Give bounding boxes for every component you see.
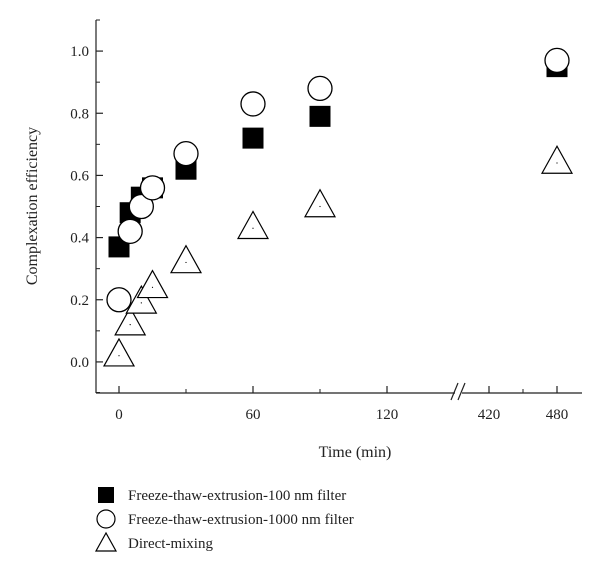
x-tick-label: 0	[115, 407, 123, 423]
data-point-open-circle	[106, 287, 132, 313]
series-1	[106, 47, 570, 313]
data-point-open-triangle-center-dot	[129, 324, 131, 326]
data-point-open-triangle	[125, 284, 158, 314]
y-ticks: 0.0 0.2 0.4 0.6 0.8 1.0	[70, 19, 103, 393]
data-point-open-triangle	[169, 244, 203, 274]
y-tick-label: 0.0	[70, 355, 89, 371]
legend-label: Direct-mixing	[128, 536, 213, 552]
data-point-open-triangle-center-dot	[185, 261, 187, 264]
data-point-filled-square	[309, 105, 331, 127]
y-tick-label: 1.0	[70, 44, 89, 60]
legend: Freeze-thaw-extrusion-100 nm filter Freez…	[94, 487, 354, 552]
data-point-open-triangle-center-dot	[140, 302, 142, 304]
data-point-open-triangle-center-dot	[252, 227, 254, 229]
data-point-open-triangle	[102, 337, 136, 367]
data-point-open-circle	[544, 47, 570, 74]
y-tick-label: 0.4	[70, 231, 89, 247]
data-point-open-triangle	[114, 306, 147, 336]
y-tick-label: 0.6	[70, 168, 89, 184]
x-ticks: 0 60 120 420 480	[115, 386, 568, 423]
data-point-open-triangle	[540, 145, 574, 174]
legend-marker-triangle	[94, 531, 118, 552]
x-axis-break-mark-2	[457, 382, 466, 401]
y-tick-label: 0.2	[70, 293, 89, 309]
y-tick-label: 0.8	[70, 106, 89, 122]
data-point-open-circle	[240, 91, 266, 117]
x-axis-break-mark-1	[450, 382, 459, 401]
data-points	[102, 47, 574, 367]
data-point-open-triangle-center-dot	[118, 355, 120, 357]
data-point-open-triangle	[136, 269, 169, 299]
data-point-open-triangle	[236, 210, 270, 240]
data-point-open-triangle-center-dot	[556, 162, 558, 164]
data-point-open-circle	[117, 218, 143, 245]
data-point-open-circle	[128, 193, 154, 220]
x-axis-title: Time (min)	[319, 444, 392, 461]
x-tick-label: 120	[376, 407, 399, 423]
legend-label: Freeze-thaw-extrusion-1000 nm filter	[128, 512, 354, 528]
data-point-open-circle	[173, 141, 199, 167]
data-point-open-triangle-center-dot	[151, 286, 154, 288]
data-point-open-circle	[139, 175, 166, 201]
x-tick-label: 480	[546, 407, 569, 423]
legend-label: Freeze-thaw-extrusion-100 nm filter	[128, 488, 346, 504]
axes	[95, 20, 582, 401]
series-2	[102, 145, 574, 367]
x-tick-label: 420	[478, 407, 501, 423]
x-tick-label: 60	[246, 407, 261, 423]
y-axis-title: Complexation efficiency	[24, 127, 41, 285]
legend-marker-circle	[96, 509, 116, 529]
legend-marker-square	[98, 487, 114, 503]
data-point-open-triangle-center-dot	[319, 205, 321, 208]
data-point-open-circle	[307, 75, 333, 102]
data-point-open-triangle	[303, 188, 337, 218]
data-point-filled-square	[242, 127, 264, 149]
